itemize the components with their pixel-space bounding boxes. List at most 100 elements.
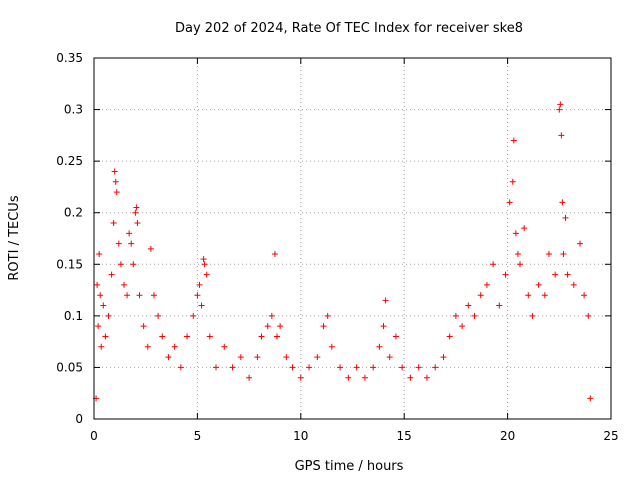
data-point	[274, 333, 281, 340]
data-point	[237, 354, 244, 361]
x-tick-label: 25	[603, 429, 618, 443]
data-point	[203, 271, 210, 278]
x-tick-label: 10	[293, 429, 308, 443]
x-axis-label: GPS time / hours	[295, 459, 404, 474]
data-point	[535, 281, 542, 288]
data-point	[277, 323, 284, 330]
data-point	[552, 271, 559, 278]
data-point	[521, 225, 528, 232]
data-point	[111, 168, 118, 175]
data-point	[483, 281, 490, 288]
data-point	[289, 364, 296, 371]
data-point	[297, 374, 304, 381]
data-point	[337, 364, 344, 371]
data-point	[108, 271, 115, 278]
data-point	[380, 323, 387, 330]
data-point	[510, 137, 517, 144]
data-point	[112, 178, 119, 185]
data-point	[545, 250, 552, 257]
data-point	[126, 230, 133, 237]
data-point	[150, 292, 157, 299]
data-point	[130, 261, 137, 268]
data-point	[496, 302, 503, 309]
data-point	[147, 245, 154, 252]
data-point	[541, 292, 548, 299]
x-tick-label: 15	[397, 429, 412, 443]
data-point	[432, 364, 439, 371]
data-point	[159, 333, 166, 340]
data-point	[490, 261, 497, 268]
y-tick-label: 0.15	[56, 257, 83, 271]
plot-frame	[93, 57, 612, 420]
data-point	[246, 374, 253, 381]
data-point	[529, 312, 536, 319]
data-point	[525, 292, 532, 299]
x-tick-labels: 0 5 10 15 20 25	[90, 429, 618, 443]
data-point	[136, 292, 143, 299]
data-point	[134, 220, 141, 227]
data-point	[314, 354, 321, 361]
data-point	[268, 312, 275, 319]
x-tick-label: 0	[90, 429, 98, 443]
data-point	[201, 261, 208, 268]
data-point	[345, 374, 352, 381]
data-point	[102, 333, 109, 340]
data-point	[144, 343, 151, 350]
data-point	[399, 364, 406, 371]
data-point	[94, 281, 101, 288]
data-point	[110, 220, 117, 227]
data-point	[132, 209, 139, 216]
data-point	[423, 374, 430, 381]
data-point	[194, 292, 201, 299]
data-point	[113, 189, 120, 196]
data-point	[221, 343, 228, 350]
data-point	[509, 178, 516, 185]
data-point	[560, 250, 567, 257]
data-point	[506, 199, 513, 206]
y-tick-labels: 0 0.05 0.1 0.15 0.2 0.25 0.3 0.35	[56, 51, 83, 426]
data-point	[407, 374, 414, 381]
data-point	[557, 101, 564, 108]
y-axis-label: ROTI / TECUs	[7, 195, 22, 280]
data-point	[361, 374, 368, 381]
data-point	[376, 343, 383, 350]
data-point	[559, 199, 566, 206]
data-point	[283, 354, 290, 361]
data-point	[165, 354, 172, 361]
data-point	[514, 250, 521, 257]
data-point	[100, 302, 107, 309]
data-point	[196, 281, 203, 288]
y-tick-label: 0.3	[64, 103, 83, 117]
data-point	[452, 312, 459, 319]
data-point	[133, 204, 140, 211]
y-tick-label: 0.35	[56, 51, 83, 65]
data-point	[190, 312, 197, 319]
data-point	[477, 292, 484, 299]
data-point	[570, 281, 577, 288]
x-tick-label: 5	[194, 429, 202, 443]
grid	[94, 58, 611, 419]
data-point	[440, 354, 447, 361]
data-point	[306, 364, 313, 371]
y-tick-label: 0.2	[64, 206, 83, 220]
data-point	[213, 364, 220, 371]
data-point	[98, 343, 105, 350]
y-tick-label: 0.25	[56, 154, 83, 168]
data-point	[517, 261, 524, 268]
data-point	[587, 395, 594, 402]
data-point	[124, 292, 131, 299]
data-point	[271, 250, 278, 257]
data-point	[471, 312, 478, 319]
data-point	[386, 354, 393, 361]
data-point	[465, 302, 472, 309]
data-point	[264, 323, 271, 330]
data-point	[556, 106, 563, 113]
data-point	[502, 271, 509, 278]
data-point	[581, 292, 588, 299]
data-point	[115, 240, 122, 247]
data-points	[93, 101, 594, 402]
data-point	[140, 323, 147, 330]
data-point	[353, 364, 360, 371]
